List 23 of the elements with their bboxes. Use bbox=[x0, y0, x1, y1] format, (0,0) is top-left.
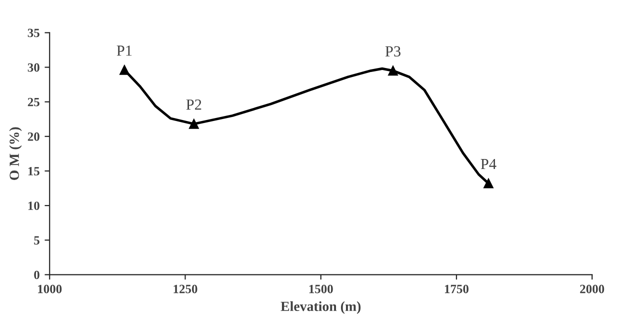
y-tick-label: 15 bbox=[28, 167, 40, 176]
annotation: P3 bbox=[385, 46, 400, 57]
annotation: P2 bbox=[186, 99, 202, 110]
x-tick-label: 1500 bbox=[309, 284, 333, 294]
annotation: P4 bbox=[480, 158, 496, 170]
point bbox=[484, 178, 494, 188]
y-tick-label: 35 bbox=[28, 28, 40, 38]
x-tick-label: 1000 bbox=[38, 284, 62, 294]
point bbox=[120, 65, 130, 75]
y-tick-label: 20 bbox=[28, 132, 40, 141]
x-tick-label: 2000 bbox=[580, 284, 604, 294]
y-tick-label: 0 bbox=[34, 270, 40, 280]
x-tick-label: 1750 bbox=[444, 284, 468, 294]
point bbox=[189, 119, 199, 129]
y-tick-label: 10 bbox=[28, 202, 40, 210]
y-tick-label: 30 bbox=[28, 63, 40, 72]
y-axis-title: O M (%) bbox=[9, 127, 22, 180]
x-tick-label: 1250 bbox=[174, 284, 198, 294]
y-tick-label: 5 bbox=[34, 236, 40, 245]
annotation: P1 bbox=[116, 46, 132, 56]
x-axis-title: Elevation (m) bbox=[280, 301, 361, 314]
point bbox=[388, 66, 398, 76]
y-tick-label: 25 bbox=[28, 98, 40, 106]
